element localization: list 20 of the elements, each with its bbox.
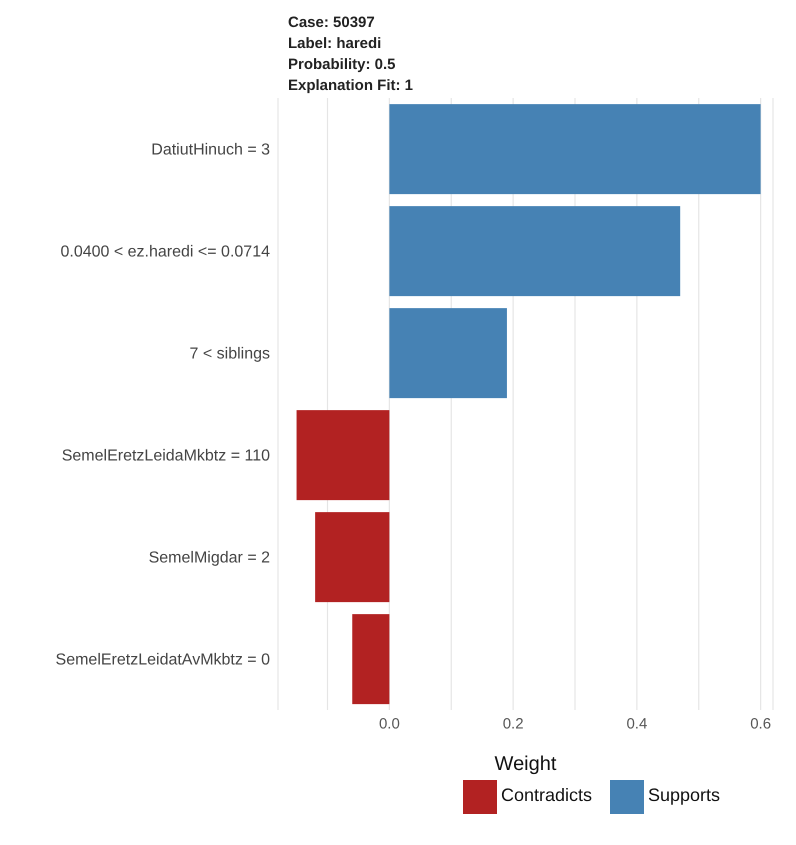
x-tick-label: 0.2 [502, 716, 524, 733]
y-tick-label: 0.0400 < ez.haredi <= 0.0714 [60, 244, 270, 261]
bar [389, 308, 507, 398]
bar [389, 206, 680, 296]
x-axis-title: Weight [494, 753, 557, 775]
y-tick-label: SemelMigdar = 2 [148, 550, 270, 567]
bar [296, 410, 390, 500]
y-tick-label: SemelEretzLeidaMkbtz = 110 [62, 448, 270, 465]
bar [352, 614, 390, 704]
y-tick-label: DatiutHinuch = 3 [151, 142, 270, 159]
y-tick-label: 7 < siblings [190, 346, 270, 363]
legend-label: Contradicts [500, 785, 592, 806]
bar [315, 512, 390, 602]
x-tick-label: 0.4 [626, 716, 648, 733]
bar [389, 104, 761, 194]
x-tick-label: 0.0 [378, 716, 400, 733]
x-tick-label: 0.6 [750, 716, 772, 733]
legend-label: Supports [648, 785, 720, 806]
y-tick-label: SemelEretzLeidatAvMkbtz = 0 [56, 652, 270, 669]
chart-title: Case: 50397 Label: haredi Probability: 0.5 Explanation Fit: 1 [288, 13, 414, 96]
